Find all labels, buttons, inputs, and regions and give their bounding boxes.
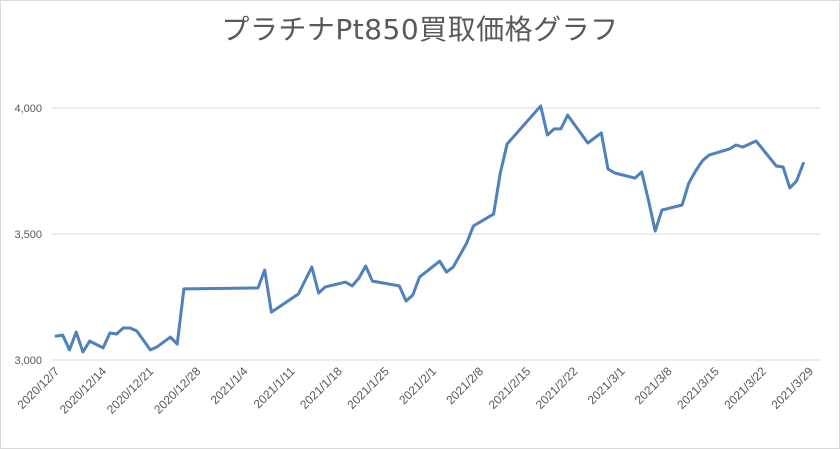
x-tick-label: 2020/12/28	[151, 364, 204, 417]
x-tick-label: 2021/3/15	[674, 364, 722, 412]
x-tick-label: 2021/1/11	[251, 364, 298, 411]
x-tick-label: 2021/2/22	[533, 364, 581, 412]
x-tick-label: 2021/2/15	[486, 364, 534, 412]
y-tick-label: 4,000	[14, 103, 42, 115]
x-tick-label: 2021/3/8	[632, 364, 675, 407]
y-tick-label: 3,000	[14, 355, 42, 367]
x-tick-label: 2021/3/22	[721, 364, 769, 412]
y-axis-labels: 3,000 3,500 4,000	[14, 103, 42, 367]
x-tick-label: 2020/12/21	[104, 364, 157, 417]
x-tick-label: 2021/2/1	[396, 364, 439, 407]
x-tick-label: 2021/1/4	[208, 364, 251, 407]
x-tick-label: 2020/12/14	[57, 364, 110, 417]
x-tick-label: 2021/3/29	[768, 364, 816, 412]
x-tick-label: 2021/1/18	[297, 364, 345, 412]
x-tick-label: 2021/2/8	[443, 364, 486, 407]
x-tick-label: 2021/3/1	[585, 364, 628, 407]
x-tick-label: 2020/12/7	[14, 364, 62, 412]
chart-title: プラチナPt850買取価格グラフ	[221, 13, 619, 46]
price-line	[54, 104, 805, 354]
y-tick-label: 3,500	[14, 229, 42, 241]
x-tick-label: 2021/1/25	[344, 364, 392, 412]
gridlines	[52, 107, 820, 361]
